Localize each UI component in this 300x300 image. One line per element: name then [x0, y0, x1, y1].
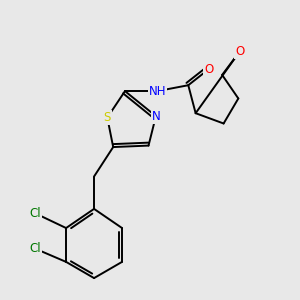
Text: Cl: Cl — [29, 242, 41, 255]
Text: Cl: Cl — [29, 207, 41, 220]
Text: O: O — [204, 62, 214, 76]
Text: N: N — [152, 110, 160, 123]
Text: O: O — [235, 45, 244, 58]
Text: NH: NH — [148, 85, 166, 98]
Text: S: S — [103, 111, 111, 124]
